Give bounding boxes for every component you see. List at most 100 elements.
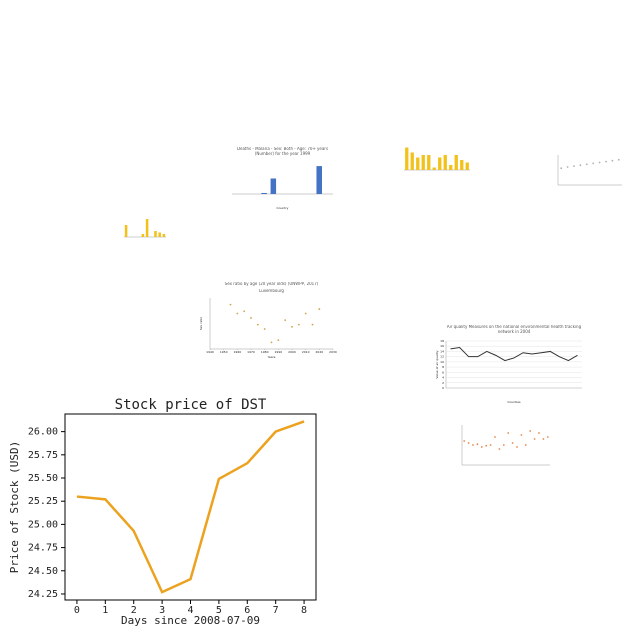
bar [162, 234, 166, 237]
bar [432, 167, 436, 170]
chart-title: Sex ratio by age (20 year olds) (UNWPP, … [224, 282, 319, 286]
point [542, 438, 545, 440]
point [605, 160, 607, 163]
point [472, 444, 474, 446]
bar [154, 231, 157, 237]
y-axis-label: Sex ratio [199, 317, 203, 331]
bar [460, 160, 464, 170]
point [511, 442, 514, 444]
y-tick-label: 12 [440, 355, 444, 359]
point [498, 448, 501, 450]
point [476, 443, 479, 446]
point [592, 162, 595, 165]
y-tick-label: 26.00 [28, 427, 58, 438]
point [243, 310, 246, 313]
point [502, 444, 505, 446]
chart-subtitle-box: Luxembourg [259, 289, 284, 293]
x-axis-label: Counties [507, 400, 521, 404]
bar [465, 162, 469, 170]
point [566, 166, 569, 168]
bar [416, 157, 420, 170]
point [291, 325, 293, 328]
bar [421, 155, 425, 170]
point [480, 446, 483, 448]
y-tick-label: 24.75 [28, 543, 58, 554]
y-tick-label: 24.50 [28, 566, 58, 577]
point [520, 434, 523, 436]
x-tick-label: 2010 [302, 350, 310, 354]
point [573, 165, 575, 168]
chart-title: Deaths - Malaria - Sex: Both - Age: 70+ … [236, 147, 329, 156]
chart-title-box: Air quality Measures on the national env… [446, 325, 582, 334]
bar [141, 234, 145, 237]
point [611, 159, 614, 162]
bar [449, 165, 453, 170]
bar [316, 166, 322, 194]
y-tick-label: 6 [442, 370, 444, 374]
plot-frame [64, 413, 317, 601]
bar [270, 178, 277, 194]
point [250, 317, 252, 319]
bar [261, 192, 267, 194]
chart-title: Air quality Measures on the national env… [446, 325, 582, 334]
y-tick-label: 25.75 [28, 450, 58, 461]
x-tick-label: 2 [131, 605, 137, 616]
line [450, 346, 578, 362]
x-tick-label: 2020 [316, 350, 324, 354]
point [560, 167, 563, 170]
y-tick-label: 4 [442, 376, 444, 380]
x-tick-label: 1 [102, 605, 108, 616]
point [507, 432, 510, 434]
x-axis-label: Country [277, 206, 289, 210]
bar [427, 155, 431, 170]
bar [443, 155, 447, 170]
x-tick-label: 5 [216, 605, 222, 616]
x-axis-label: Years [268, 355, 276, 359]
x-tick-label: 1970 [247, 350, 255, 354]
point [263, 328, 266, 330]
chart-title: Stock price of DST [115, 397, 267, 413]
point [304, 312, 307, 315]
point [585, 163, 588, 166]
bar [124, 225, 128, 237]
point [516, 446, 518, 448]
y-tick-label: 25.00 [28, 519, 58, 530]
x-tick-label: 0 [74, 605, 80, 616]
chart-subtitle: Luxembourg [259, 289, 284, 293]
bar [405, 147, 409, 170]
point [538, 432, 540, 434]
y-tick-label: 10 [440, 360, 444, 364]
point [524, 444, 527, 446]
y-tick-label: 24.25 [28, 589, 58, 600]
y-tick-label: 16 [440, 344, 444, 348]
point [467, 442, 470, 444]
x-tick-label: 6 [244, 605, 250, 616]
bar [158, 232, 161, 237]
x-tick-label: 1940 [206, 350, 214, 354]
bar [410, 152, 414, 170]
point [617, 158, 620, 161]
point [546, 436, 549, 438]
point [463, 440, 466, 442]
point [598, 161, 601, 164]
x-tick-label: 1990 [275, 350, 283, 354]
x-tick-label: 4 [187, 605, 193, 616]
x-axis-label: Days since 2008-07-09 [121, 614, 260, 627]
x-tick-label: 2000 [288, 350, 296, 354]
y-axis-label: Value of air quality [435, 350, 439, 378]
y-tick-label: 25.50 [28, 473, 58, 484]
x-tick-label: 1950 [220, 350, 228, 354]
x-tick-label: 7 [273, 605, 279, 616]
x-tick-label: 2030 [329, 350, 337, 354]
chart-title-box: Sex ratio by age (20 year olds) (UNWPP, … [224, 282, 319, 286]
point [489, 444, 492, 446]
y-tick-label: 8 [442, 365, 444, 369]
y-tick-label: 25.25 [28, 496, 58, 507]
point [277, 339, 280, 342]
point [494, 436, 496, 438]
point [533, 438, 536, 440]
x-tick-label: 1960 [234, 350, 242, 354]
bar [438, 157, 442, 170]
